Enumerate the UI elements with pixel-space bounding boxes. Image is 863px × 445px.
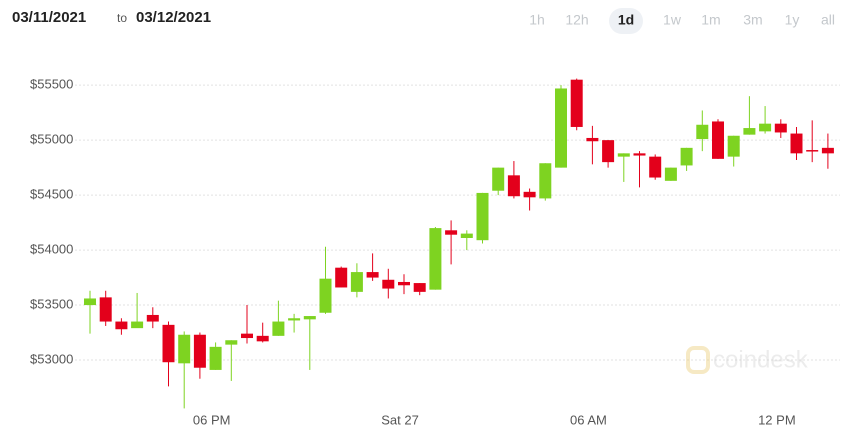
candle-body: [664, 167, 677, 181]
candle-body: [115, 321, 128, 330]
range-button[interactable]: 1d: [618, 12, 634, 28]
candle-body: [774, 123, 787, 133]
candle-body: [303, 316, 316, 320]
candle-body: [821, 147, 834, 154]
candle-body: [586, 137, 599, 142]
from-date: 03/11/2021: [12, 9, 86, 26]
candle-body: [382, 279, 395, 289]
candle-body: [460, 233, 473, 238]
candle-body: [319, 278, 332, 313]
candle-body: [131, 321, 144, 329]
candle-body: [225, 340, 238, 345]
candle-body: [602, 140, 615, 163]
candle-body: [727, 135, 740, 157]
range-button[interactable]: 1h: [529, 12, 545, 28]
candle-body: [84, 298, 96, 306]
to-date: 03/12/2021: [136, 9, 211, 26]
x-tick-label: Sat 27: [381, 412, 419, 427]
candle-body: [413, 283, 426, 292]
x-tick-label: 06 AM: [570, 412, 607, 427]
candle-body: [806, 150, 819, 152]
candle-body: [555, 88, 567, 168]
y-tick-label: $54500: [30, 187, 73, 202]
range-button[interactable]: all: [821, 12, 835, 28]
range-button[interactable]: 1m: [701, 12, 720, 28]
x-tick-label: 12 PM: [758, 412, 796, 427]
x-tick-label: 06 PM: [193, 412, 231, 427]
candle-body: [680, 147, 693, 166]
y-tick-label: $55500: [30, 77, 73, 92]
candle-body: [350, 272, 363, 292]
range-selected-bg: [609, 8, 643, 34]
candle-body: [288, 318, 301, 321]
candle-body: [398, 281, 410, 286]
candle-body: [617, 153, 630, 157]
candle-body: [193, 334, 206, 368]
candle-body: [712, 121, 724, 159]
date-separator: to: [117, 11, 127, 25]
candle-body: [429, 228, 442, 290]
candle-body: [492, 167, 505, 191]
candle-body: [759, 123, 772, 132]
candle-body: [99, 297, 112, 322]
candle-body: [743, 128, 756, 135]
candle-body: [649, 156, 662, 178]
range-button[interactable]: 1y: [785, 12, 800, 28]
y-tick-label: $55000: [30, 132, 73, 147]
candle-body: [209, 346, 222, 370]
candle-body: [790, 133, 803, 154]
range-button[interactable]: 1w: [663, 12, 682, 28]
y-tick-label: $53500: [30, 296, 73, 311]
candle-body: [633, 153, 646, 156]
candle-body: [256, 335, 269, 342]
candle-body: [146, 314, 159, 322]
range-button[interactable]: 12h: [565, 12, 588, 28]
candle-body: [445, 230, 458, 235]
candle-body: [366, 272, 379, 278]
candle-body: [162, 324, 175, 363]
range-button[interactable]: 3m: [743, 12, 762, 28]
watermark-logo: [686, 346, 710, 374]
candle-body: [523, 191, 536, 198]
candle-body: [476, 192, 489, 241]
candle-body: [570, 79, 583, 127]
candle-body: [507, 175, 520, 197]
y-tick-label: $53000: [30, 351, 73, 366]
y-tick-label: $54000: [30, 242, 73, 257]
candle-body: [335, 267, 348, 288]
candle-body: [272, 321, 285, 336]
watermark-text: coindesk: [713, 346, 809, 373]
candle-body: [241, 333, 253, 339]
candle-body: [178, 334, 191, 364]
candle-body: [696, 124, 709, 140]
watermark: coindesk: [686, 346, 809, 374]
candle-body: [539, 163, 552, 199]
